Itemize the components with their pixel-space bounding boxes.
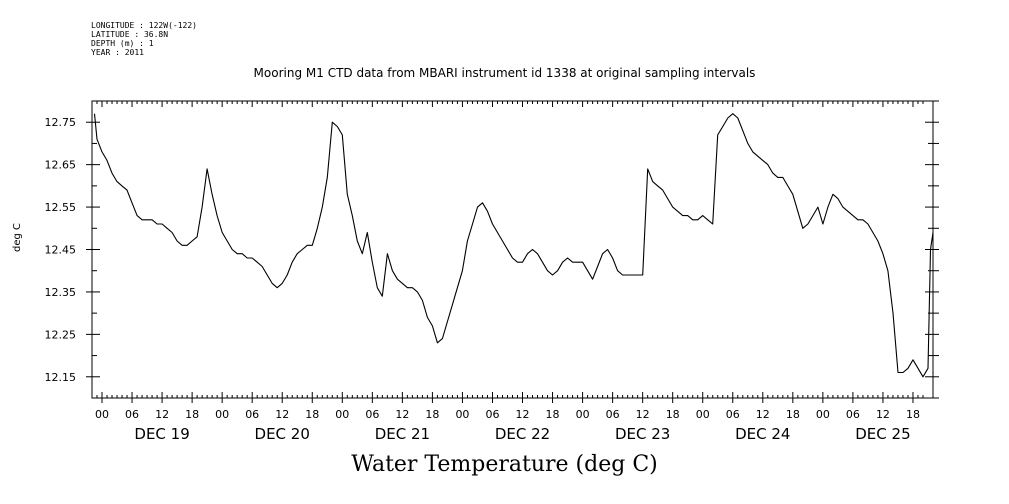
x-day-label: DEC 22 — [495, 425, 550, 443]
x-hour-tick-label: 00 — [215, 408, 229, 421]
x-hour-tick-label: 06 — [365, 408, 379, 421]
x-hour-tick-label: 06 — [726, 408, 740, 421]
x-hour-tick-label: 18 — [546, 408, 560, 421]
x-hour-tick-label: 18 — [666, 408, 680, 421]
x-hour-tick-label: 00 — [335, 408, 349, 421]
y-tick-label: 12.25 — [45, 328, 77, 341]
x-day-label: DEC 21 — [375, 425, 430, 443]
x-hour-tick-label: 12 — [395, 408, 409, 421]
y-tick-label: 12.45 — [45, 244, 77, 257]
x-hour-tick-label: 06 — [606, 408, 620, 421]
x-hour-tick-label: 12 — [516, 408, 530, 421]
y-tick-label: 12.55 — [45, 201, 77, 214]
x-hour-tick-label: 18 — [425, 408, 439, 421]
x-hour-tick-label: 18 — [305, 408, 319, 421]
x-hour-tick-label: 00 — [455, 408, 469, 421]
y-tick-label: 12.35 — [45, 286, 77, 299]
x-day-label: DEC 23 — [615, 425, 670, 443]
x-hour-tick-label: 00 — [576, 408, 590, 421]
x-hour-tick-label: 12 — [756, 408, 770, 421]
x-hour-tick-label: 00 — [95, 408, 109, 421]
x-hour-tick-label: 12 — [275, 408, 289, 421]
metadata-block: LONGITUDE : 122W(-122) LATITUDE : 36.8N … — [91, 21, 197, 57]
plot-frame — [91, 100, 934, 399]
temperature-series-line — [93, 113, 934, 378]
x-hour-tick-label: 06 — [846, 408, 860, 421]
x-day-label: DEC 20 — [255, 425, 310, 443]
y-tick-label: 12.65 — [45, 159, 77, 172]
x-hour-tick-label: 12 — [876, 408, 890, 421]
x-hour-tick-label: 12 — [155, 408, 169, 421]
x-hour-tick-label: 18 — [786, 408, 800, 421]
x-day-label: DEC 24 — [735, 425, 790, 443]
x-hour-tick-label: 00 — [816, 408, 830, 421]
x-hour-tick-label: 06 — [245, 408, 259, 421]
chart-title: Mooring M1 CTD data from MBARI instrumen… — [253, 66, 756, 80]
x-day-label: DEC 19 — [134, 425, 189, 443]
x-hour-tick-label: 00 — [696, 408, 710, 421]
x-axis-label: Water Temperature (deg C) — [351, 452, 658, 477]
x-hour-tick-label: 18 — [185, 408, 199, 421]
metadata-latitude: LATITUDE : 36.8N — [91, 30, 169, 39]
x-day-label: DEC 25 — [855, 425, 910, 443]
y-tick-label: 12.75 — [45, 116, 77, 129]
x-hour-tick-label: 18 — [906, 408, 920, 421]
x-hour-tick-label: 06 — [125, 408, 139, 421]
metadata-depth: DEPTH (m) : 1 — [91, 39, 154, 48]
metadata-year: YEAR : 2011 — [91, 48, 144, 57]
x-hour-tick-label: 12 — [636, 408, 650, 421]
x-hour-tick-label: 06 — [485, 408, 499, 421]
y-tick-label: 12.15 — [45, 371, 77, 384]
metadata-longitude: LONGITUDE : 122W(-122) — [91, 21, 197, 30]
